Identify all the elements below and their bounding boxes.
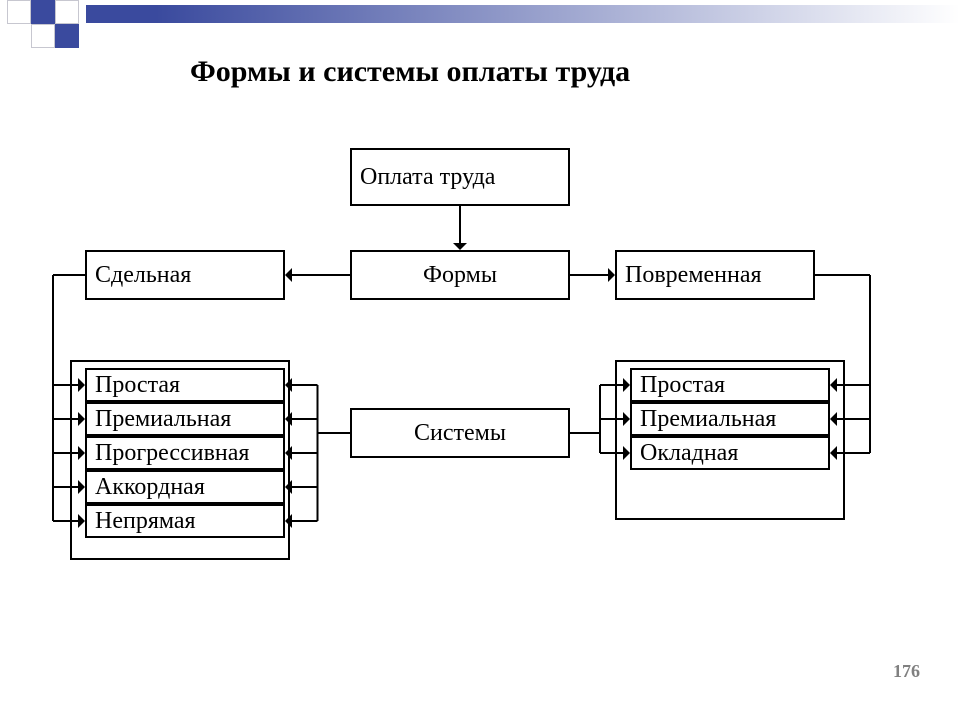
node-label: Повременная bbox=[625, 262, 762, 289]
list-item: Аккордная bbox=[85, 470, 285, 504]
node-povremennaya: Повременная bbox=[615, 250, 815, 300]
node-label: Оплата труда bbox=[360, 164, 495, 191]
node-label: Сдельная bbox=[95, 262, 191, 289]
node-sistemy: Системы bbox=[350, 408, 570, 458]
list-item: Простая bbox=[85, 368, 285, 402]
list-item: Окладная bbox=[630, 436, 830, 470]
header-gradient-bar bbox=[86, 5, 960, 23]
node-label: Формы bbox=[423, 262, 497, 289]
node-sdelnaya: Сдельная bbox=[85, 250, 285, 300]
list-item: Непрямая bbox=[85, 504, 285, 538]
page-number: 176 bbox=[893, 661, 920, 682]
node-label: Системы bbox=[414, 420, 506, 447]
node-oplata-truda: Оплата труда bbox=[350, 148, 570, 206]
decor-square bbox=[31, 24, 55, 48]
decor-square bbox=[7, 0, 31, 24]
list-item: Премиальная bbox=[630, 402, 830, 436]
page-title: Формы и системы оплаты труда bbox=[190, 55, 630, 89]
decor-square bbox=[31, 0, 55, 24]
list-item: Простая bbox=[630, 368, 830, 402]
list-item: Прогрессивная bbox=[85, 436, 285, 470]
decor-square bbox=[55, 0, 79, 24]
list-item: Премиальная bbox=[85, 402, 285, 436]
decor-square bbox=[55, 24, 79, 48]
node-formy: Формы bbox=[350, 250, 570, 300]
